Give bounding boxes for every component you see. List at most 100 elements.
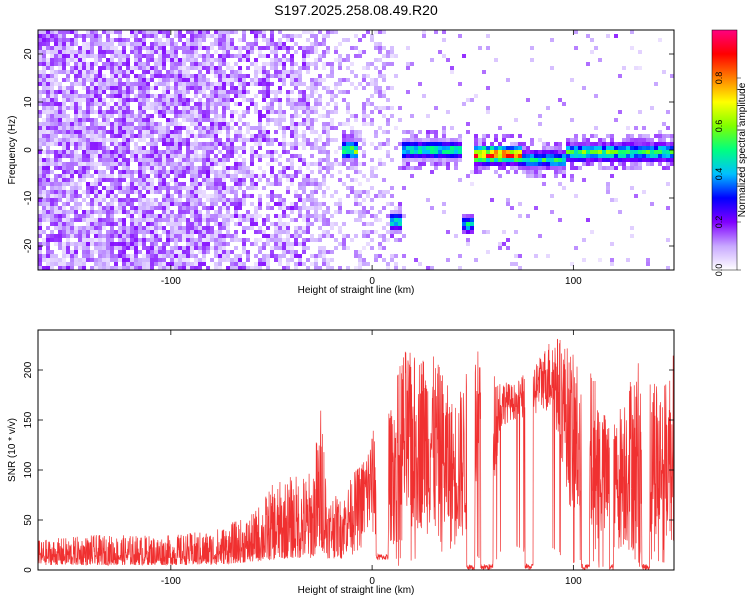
spectrogram-cell — [218, 54, 222, 58]
spectrogram-cell — [266, 258, 270, 262]
spectrogram-cell — [70, 166, 74, 170]
spectrogram-cell — [250, 134, 254, 138]
spectrogram-cell — [166, 202, 170, 206]
spectrogram-cell — [310, 198, 314, 202]
spectrogram-cell — [222, 110, 226, 114]
spectrogram-cell — [118, 206, 122, 210]
spectrogram-cell — [46, 102, 50, 106]
spectrogram-cell — [178, 210, 182, 214]
spectrogram-cell — [286, 58, 290, 62]
spectrogram-cell — [610, 166, 614, 170]
spectrogram-cell — [322, 50, 326, 54]
spectrogram-cell — [218, 250, 222, 254]
spectrogram-cell — [58, 138, 62, 142]
spectrogram-cell — [322, 78, 326, 82]
spectrogram-cell — [554, 162, 558, 166]
spectrogram-cell — [90, 230, 94, 234]
spectrogram-cell — [90, 118, 94, 122]
spectrogram-cell — [210, 198, 214, 202]
spectrogram-cell — [350, 62, 354, 66]
spectrogram-cell — [470, 222, 474, 226]
spectrogram-cell — [114, 218, 118, 222]
spectrogram-cell — [294, 174, 298, 178]
spectrogram-cell — [262, 174, 266, 178]
spectrogram-cell — [38, 182, 42, 186]
spectrogram-cell — [342, 78, 346, 82]
spectrogram-cell — [302, 58, 306, 62]
spectrogram-cell — [86, 62, 90, 66]
spectrogram-cell — [106, 242, 110, 246]
y-tick-label: 0 — [23, 147, 34, 153]
spectrogram-cell — [166, 266, 170, 270]
spectrogram-cell — [318, 206, 322, 210]
spectrogram-cell — [54, 130, 58, 134]
spectrogram-cell — [182, 174, 186, 178]
spectrogram-cell — [166, 206, 170, 210]
spectrogram-cell — [654, 82, 658, 86]
spectrogram-cell — [110, 62, 114, 66]
spectrogram-cell — [310, 234, 314, 238]
spectrogram-cell — [314, 86, 318, 90]
spectrogram-cell — [238, 78, 242, 82]
spectrogram-cell — [58, 198, 62, 202]
spectrogram-cell — [314, 102, 318, 106]
spectrogram-cell — [362, 50, 366, 54]
spectrogram-cell — [38, 254, 42, 258]
spectrogram-cell — [438, 146, 442, 150]
spectrogram-cell — [374, 90, 378, 94]
spectrogram-cell — [278, 194, 282, 198]
spectrogram-cell — [290, 98, 294, 102]
spectrogram-cell — [38, 210, 42, 214]
spectrogram-cell — [218, 122, 222, 126]
spectrogram-cell — [190, 118, 194, 122]
spectrogram-cell — [86, 70, 90, 74]
spectrogram-cell — [382, 54, 386, 58]
spectrogram-cell — [282, 46, 286, 50]
spectrogram-cell — [162, 218, 166, 222]
spectrogram-cell — [154, 122, 158, 126]
spectrogram-cell — [266, 118, 270, 122]
spectrogram-cell — [202, 234, 206, 238]
spectrogram-cell — [342, 154, 346, 158]
spectrogram-cell — [298, 194, 302, 198]
spectrogram-cell — [362, 246, 366, 250]
spectrogram-cell — [194, 186, 198, 190]
spectrogram-cell — [434, 166, 438, 170]
spectrogram-cell — [230, 114, 234, 118]
spectrogram-cell — [74, 230, 78, 234]
spectrogram-cell — [274, 62, 278, 66]
spectrogram-cell — [134, 198, 138, 202]
spectrogram-cell — [74, 66, 78, 70]
spectrogram-cell — [538, 174, 542, 178]
spectrogram-cell — [254, 46, 258, 50]
spectrogram-cell — [182, 58, 186, 62]
spectrogram-cell — [586, 146, 590, 150]
spectrogram-cell — [378, 242, 382, 246]
spectrogram-cell — [282, 126, 286, 130]
spectrogram-cell — [210, 54, 214, 58]
spectrogram-cell — [126, 62, 130, 66]
spectrogram-cell — [346, 38, 350, 42]
spectrogram-cell — [330, 166, 334, 170]
spectrogram-cell — [110, 54, 114, 58]
spectrogram-cell — [46, 146, 50, 150]
spectrogram-cell — [214, 178, 218, 182]
spectrogram-cell — [338, 54, 342, 58]
spectrogram-cell — [114, 94, 118, 98]
spectrogram-cell — [506, 246, 510, 250]
spectrogram-cell — [262, 30, 266, 34]
spectrogram-cell — [126, 66, 130, 70]
spectrogram-cell — [50, 194, 54, 198]
spectrogram-cell — [270, 150, 274, 154]
spectrogram-cell — [138, 158, 142, 162]
spectrogram-cell — [234, 230, 238, 234]
spectrogram-cell — [282, 242, 286, 246]
spectrogram-cell — [94, 86, 98, 90]
spectrogram-cell — [110, 130, 114, 134]
spectrogram-cell — [366, 242, 370, 246]
spectrogram-cell — [286, 262, 290, 266]
spectrogram-cell — [262, 138, 266, 142]
spectrogram-cell — [110, 114, 114, 118]
spectrogram-cell — [122, 254, 126, 258]
